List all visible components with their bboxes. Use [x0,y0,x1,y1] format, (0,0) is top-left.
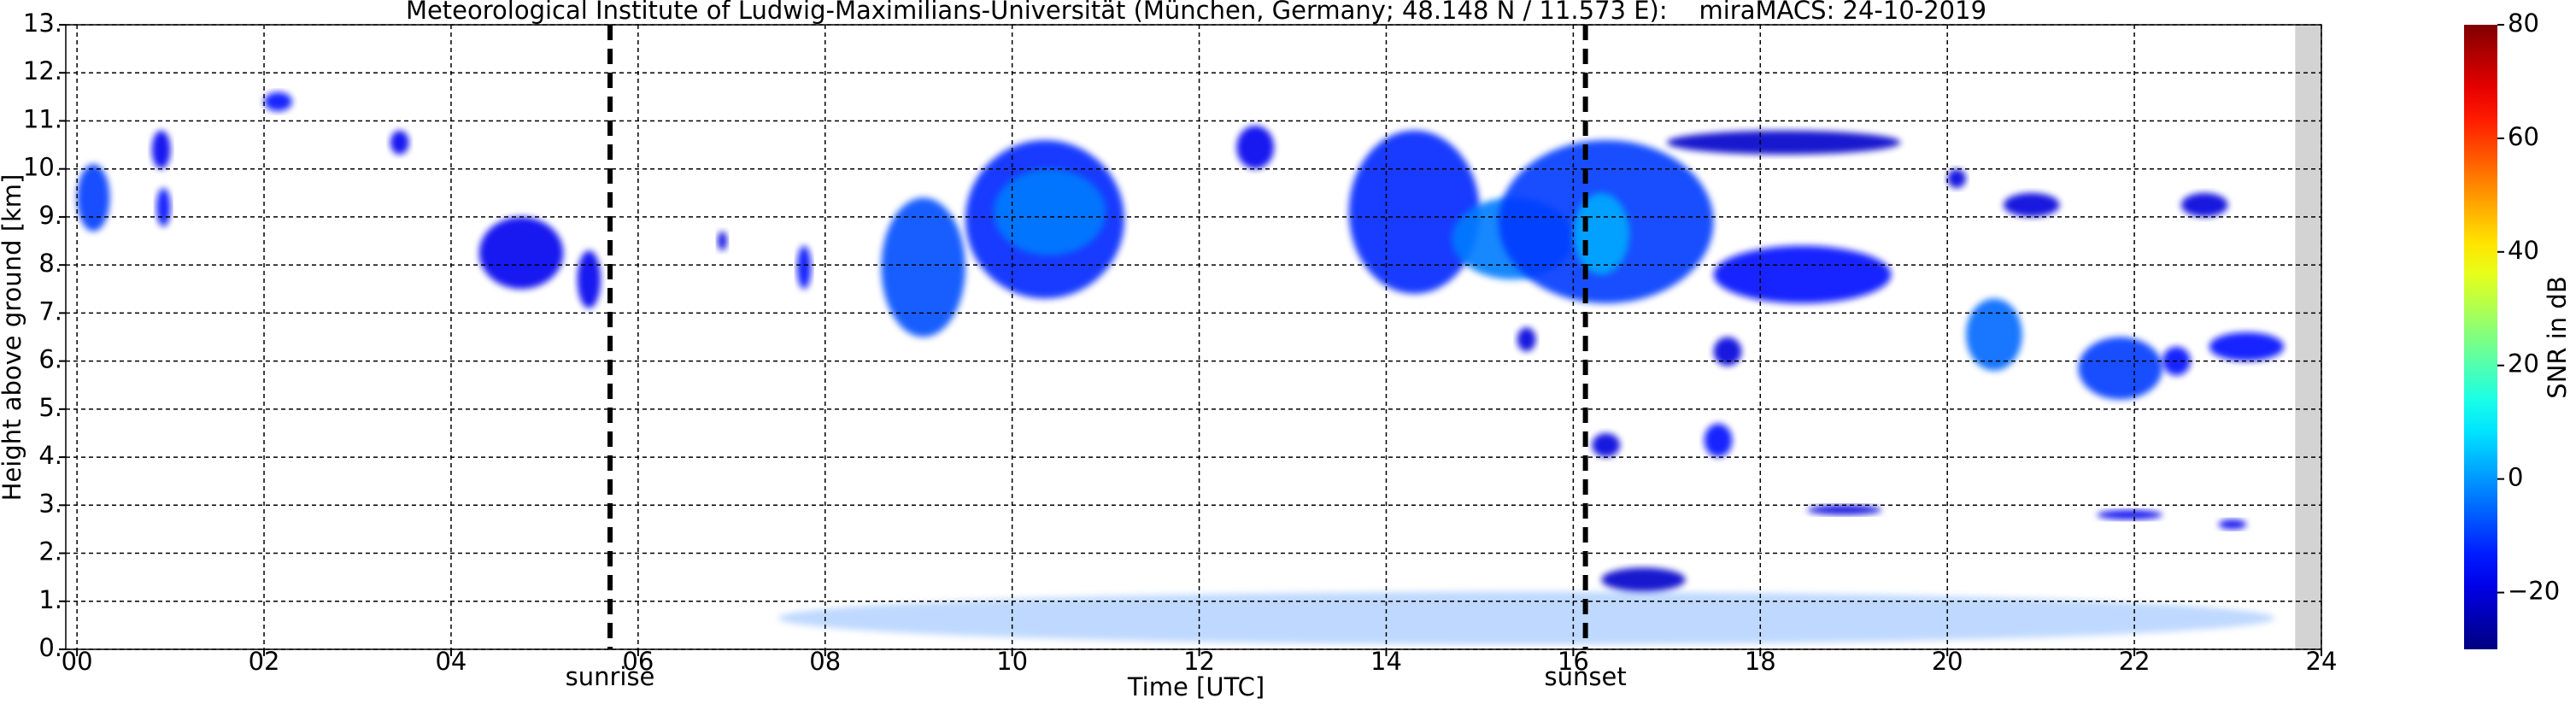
echo-cell [2097,509,2162,520]
echo-cell [2003,192,2060,217]
echo-cell [1947,168,1967,189]
x-tick-label: 08 [809,647,841,676]
y-tick-label: 1. [38,585,62,614]
echo-cell [796,245,812,290]
echo-cell [77,164,110,232]
y-tick-label: 10. [23,153,62,182]
echo-cell [478,216,564,290]
y-tick-label: 2. [38,537,62,566]
echo-cell [778,591,2275,645]
x-tick-label: 10 [996,647,1028,676]
echo-cell [1592,432,1621,458]
echo-cell [2180,192,2228,217]
colorbar-tick-label: 80 [2508,9,2539,38]
echo-cell [2209,331,2285,361]
colorbar-tick-label: 60 [2508,122,2539,151]
plot-frame [65,24,2322,650]
y-tick-label: 12. [23,56,62,85]
event-label: sunset [1545,662,1627,691]
y-tick-label: 5. [38,393,62,422]
x-tick-label: 14 [1370,647,1402,676]
echo-cell [1666,130,1901,155]
x-tick-label: 22 [2119,647,2151,676]
x-tick-label: 12 [1183,647,1215,676]
echo-cell [1713,245,1892,304]
x-tick-label: 18 [1745,647,1776,676]
x-tick-label: 20 [1932,647,1963,676]
echo-cell [1236,126,1275,169]
echo-cell [2218,519,2247,530]
echo-cell [151,130,171,169]
echo-cell [1601,567,1686,592]
y-tick-label: 0. [38,633,62,662]
echo-cell [1348,130,1480,294]
y-tick-label: 7. [38,296,62,326]
x-tick-label: 04 [435,647,466,676]
echo-cell [1704,423,1733,458]
echo-cell [881,197,965,337]
y-tick-label: 11. [23,104,62,133]
echo-cell [577,250,601,308]
y-tick-label: 9. [38,201,62,230]
event-label: sunrise [566,662,655,691]
echo-cell [1713,337,1742,367]
colorbar [2464,25,2497,649]
y-tick-label: 3. [38,489,62,518]
colorbar-tick-label: 40 [2508,236,2539,265]
y-tick-label: 4. [38,441,62,470]
y-tick-label: 13. [23,9,62,38]
x-tick-label: 00 [62,647,93,676]
echo-cell [1966,298,2022,371]
y-tick-label: 6. [38,345,62,374]
colorbar-tick-label: −20 [2508,577,2560,606]
chart-title: Meteorological Institute of Ludwig-Maxim… [406,0,1986,25]
x-tick-label: 06 [622,647,654,676]
missing-data [2295,25,2321,649]
echo-cell [264,91,292,112]
colorbar-label: SNR in dB [2543,276,2572,398]
x-tick-label: 16 [1558,647,1589,676]
colorbar-tick-label: 0 [2508,463,2523,492]
echo-cell [156,188,171,227]
echo-cell [717,231,727,251]
echo-cell [390,130,409,155]
colorbar-tick-label: 20 [2508,349,2539,378]
cells [77,91,2285,645]
echo-cell [993,168,1106,255]
y-axis-label: Height above ground [km] [0,174,26,502]
x-tick-label: 24 [2306,647,2338,676]
y-tick-label: 8. [38,249,62,278]
x-axis-label: Time [UTC] [1127,672,1265,701]
echo-cell [1517,327,1536,352]
echo-cell [1807,505,1882,515]
x-tick-label: 02 [249,647,280,676]
echo-cell [1573,192,1630,275]
echo-cell [2078,337,2162,400]
